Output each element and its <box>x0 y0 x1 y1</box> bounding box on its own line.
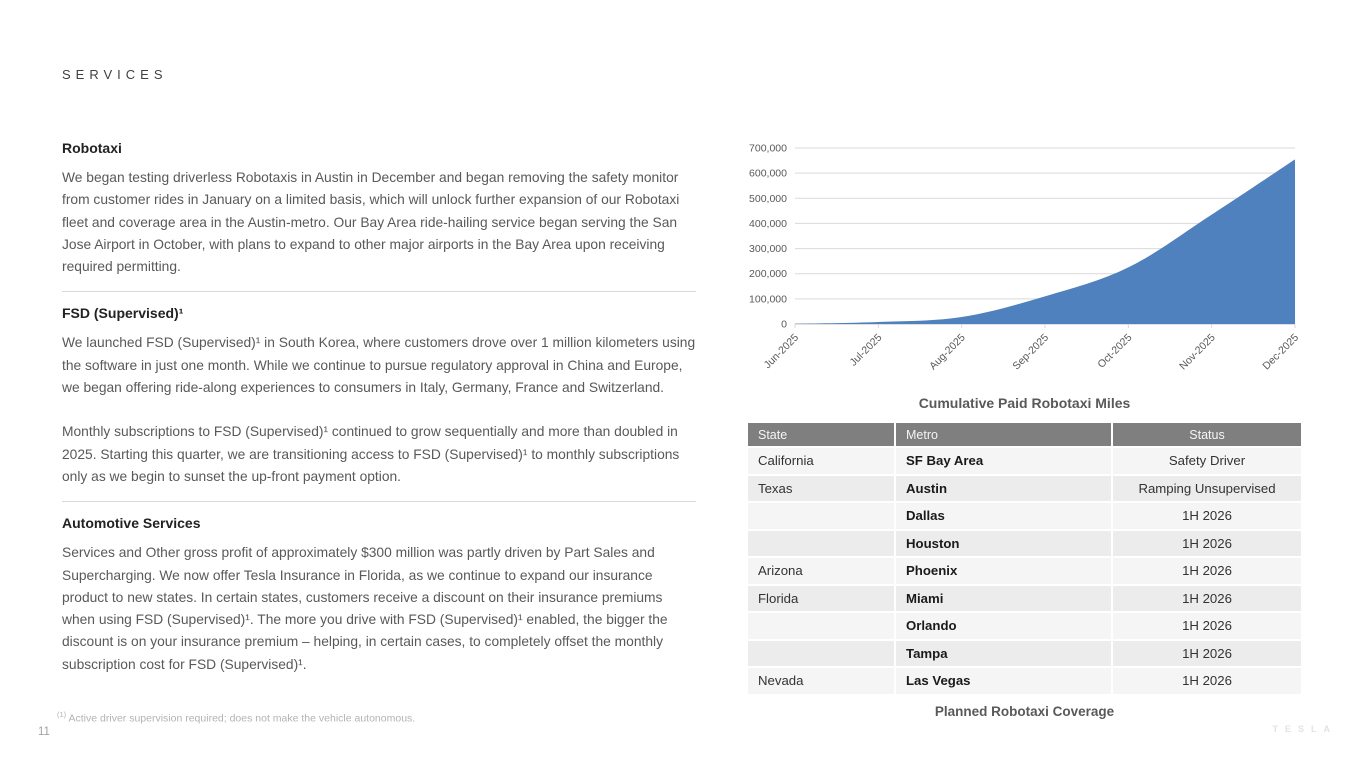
table-row: Arizona Phoenix 1H 2026 <box>748 558 1301 584</box>
cell-status: Ramping Unsupervised <box>1113 475 1301 501</box>
svg-text:200,000: 200,000 <box>749 268 787 280</box>
svg-text:600,000: 600,000 <box>749 168 787 180</box>
cell-state <box>748 640 894 666</box>
cell-state: California <box>748 448 894 474</box>
svg-text:300,000: 300,000 <box>749 243 787 255</box>
section-heading-robotaxi: Robotaxi <box>62 140 122 156</box>
footnote-marker: (1) <box>57 710 67 719</box>
cell-status: 1H 2026 <box>1113 668 1301 694</box>
fsd-paragraph-2: Monthly subscriptions to FSD (Supervised… <box>62 424 680 484</box>
cell-metro: Austin <box>896 475 1111 501</box>
svg-text:100,000: 100,000 <box>749 293 787 305</box>
miles-chart-canvas: 0 100,000 200,000 300,000 400,000 500,000 600,… <box>749 143 1301 373</box>
column-header-state: State <box>748 423 894 446</box>
column-header-metro: Metro <box>896 423 1111 446</box>
cell-state: Florida <box>748 585 894 611</box>
cell-status: 1H 2026 <box>1113 558 1301 584</box>
fsd-paragraph-1: We launched FSD (Supervised)¹ in South K… <box>62 335 696 396</box>
cell-metro: Las Vegas <box>896 668 1111 694</box>
page-title: SERVICES <box>62 67 168 82</box>
cell-state: Texas <box>748 475 894 501</box>
svg-text:500,000: 500,000 <box>749 193 787 205</box>
svg-text:Sep-2025: Sep-2025 <box>1010 332 1051 373</box>
table-row: California SF Bay Area Safety Driver <box>748 448 1301 474</box>
cell-metro: Orlando <box>896 613 1111 639</box>
svg-text:Aug-2025: Aug-2025 <box>927 332 968 373</box>
table-row: Houston 1H 2026 <box>748 530 1301 556</box>
cell-metro: Miami <box>896 585 1111 611</box>
cell-metro: Houston <box>896 530 1111 556</box>
cell-state: Arizona <box>748 558 894 584</box>
cell-status: Safety Driver <box>1113 448 1301 474</box>
cell-metro: Phoenix <box>896 558 1111 584</box>
cell-state <box>748 530 894 556</box>
section-heading-fsd: FSD (Supervised)¹ <box>62 305 184 322</box>
cell-state <box>748 503 894 529</box>
section-heading-automotive-services: Automotive Services <box>62 515 201 532</box>
svg-text:Jun-2025: Jun-2025 <box>762 332 802 372</box>
svg-text:Oct-2025: Oct-2025 <box>1095 332 1134 371</box>
cell-status: 1H 2026 <box>1113 613 1301 639</box>
page-number: 11 <box>38 726 50 738</box>
column-header-status: Status <box>1113 423 1301 446</box>
svg-text:700,000: 700,000 <box>749 143 787 155</box>
cell-metro: SF Bay Area <box>896 448 1111 474</box>
divider <box>62 291 696 293</box>
svg-text:400,000: 400,000 <box>749 218 787 230</box>
svg-text:Nov-2025: Nov-2025 <box>1177 332 1218 373</box>
cell-status: 1H 2026 <box>1113 503 1301 529</box>
robotaxi-miles-chart: 0 100,000 200,000 300,000 400,000 500,000 600,… <box>748 140 1301 430</box>
divider <box>62 501 696 503</box>
svg-text:Dec-2025: Dec-2025 <box>1260 332 1301 373</box>
footnote-text: Active driver supervision required; does… <box>68 712 416 725</box>
footnote: (1) Active driver supervision required; … <box>57 710 415 725</box>
table-row: Nevada Las Vegas 1H 2026 <box>748 668 1301 694</box>
table-row: Texas Austin Ramping Unsupervised <box>748 475 1301 501</box>
tesla-wordmark: TESLA <box>1272 724 1337 734</box>
cell-metro: Tampa <box>896 640 1111 666</box>
text-column: Robotaxi We began testing driverless Rob… <box>62 140 696 676</box>
cell-state <box>748 613 894 639</box>
table-row: Tampa 1H 2026 <box>748 640 1301 666</box>
table-row: Dallas 1H 2026 <box>748 503 1301 529</box>
table-caption: Planned Robotaxi Coverage <box>934 704 1115 719</box>
svg-text:Jul-2025: Jul-2025 <box>847 332 884 369</box>
coverage-table-body: California SF Bay Area Safety Driver Texas A… <box>748 448 1301 694</box>
cell-status: 1H 2026 <box>1113 640 1301 666</box>
automotive-services-paragraph: Services and Other gross profit of appro… <box>62 545 668 672</box>
coverage-table: State Metro Status California SF Bay Area… <box>748 423 1301 696</box>
table-row: Orlando 1H 2026 <box>748 613 1301 639</box>
cell-state: Nevada <box>748 668 894 694</box>
robotaxi-paragraph: We began testing driverless Robotaxis in… <box>62 170 680 275</box>
cell-status: 1H 2026 <box>1113 530 1301 556</box>
chart-title: Cumulative Paid Robotaxi Miles <box>918 395 1131 411</box>
table-row: Florida Miami 1H 2026 <box>748 585 1301 611</box>
svg-text:0: 0 <box>781 319 787 331</box>
coverage-table-header: State Metro Status <box>748 423 1301 446</box>
cell-status: 1H 2026 <box>1113 585 1301 611</box>
cell-metro: Dallas <box>896 503 1111 529</box>
